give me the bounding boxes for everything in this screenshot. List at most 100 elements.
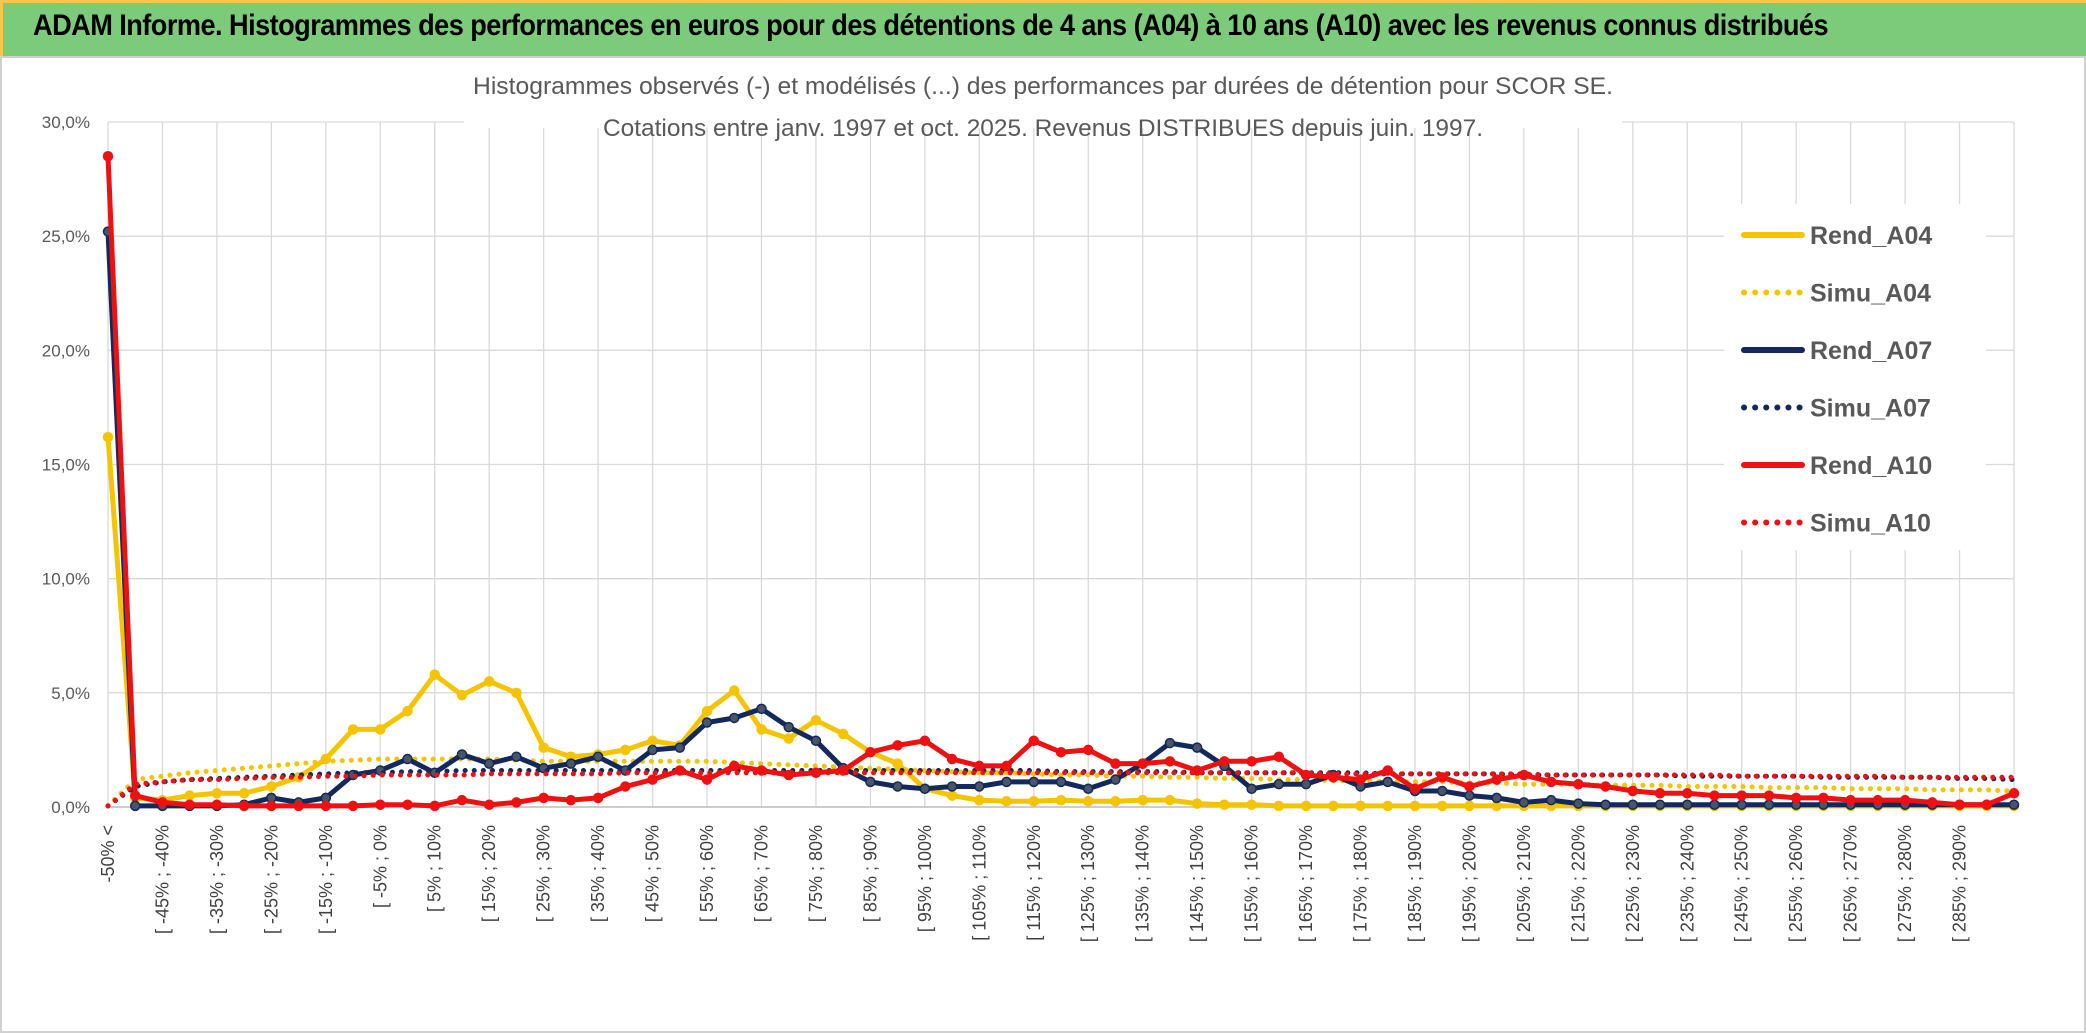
chart-grid [107, 121, 2015, 808]
x-tick-label: [ 85% ; 90% [860, 825, 880, 922]
data-point-rend_a10 [266, 800, 277, 812]
data-point-rend_a04 [1273, 800, 1285, 812]
x-tick-label: [ 45% ; 50% [643, 825, 663, 922]
data-point-rend_a10 [1899, 794, 1911, 806]
x-tick-label: [ 115% ; 120% [1024, 825, 1044, 941]
data-point-rend_a07 [1627, 799, 1639, 810]
data-point-rend_a10 [1845, 794, 1856, 806]
data-point-rend_a04 [1137, 794, 1148, 806]
chart-legend: Rend_A04 Simu_A04 Rend_A07 Simu_A07 Rend_A10… [1724, 204, 1986, 550]
data-point-rend_a10 [2008, 788, 2020, 799]
data-point-rend_a04 [647, 735, 658, 747]
data-point-rend_a10 [974, 760, 985, 772]
x-tick-label: [ 25% ; 30% [534, 825, 554, 922]
data-point-rend_a07 [1600, 799, 1611, 810]
x-tick-label: [ -15% ; -10% [316, 825, 336, 934]
data-point-rend_a04 [184, 790, 195, 801]
data-point-rend_a07 [946, 781, 958, 792]
data-point-rend_a07 [483, 758, 495, 769]
data-point-rend_a07 [865, 776, 876, 788]
data-point-rend_a04 [946, 790, 958, 801]
chart-frame: 0,0% 5,0% 10,0% 15,0% 20,0% 25,0% 30,0% -50% <… [0, 56, 2086, 1033]
data-point-rend_a07 [1382, 776, 1393, 788]
data-point-rend_a04 [974, 794, 985, 806]
data-point-rend_a07 [592, 751, 604, 763]
data-point-rend_a10 [1137, 758, 1148, 769]
data-point-rend_a07 [974, 781, 985, 792]
y-tick-label: 15,0% [42, 456, 90, 475]
data-point-rend_a10 [184, 799, 195, 810]
data-point-rend_a07 [1055, 776, 1067, 788]
data-point-rend_a07 [456, 749, 468, 760]
x-axis: -50% < [ -45% ; -40% [ -35% ; -30% [ -25% ;… [98, 806, 2014, 942]
data-point-rend_a10 [620, 781, 631, 792]
data-point-rend_a04 [347, 724, 359, 735]
data-point-rend_a04 [729, 685, 740, 696]
x-tick-label: [ 175% ; 180% [1351, 825, 1371, 942]
x-tick-label: [ 285% ; 290% [1950, 825, 1970, 942]
data-point-rend_a07 [1491, 792, 1502, 804]
x-tick-label: [ 205% ; 210% [1514, 825, 1534, 942]
data-point-rend_a10 [320, 800, 332, 812]
data-point-rend_a04 [837, 728, 849, 740]
data-point-rend_a07 [1464, 790, 1475, 801]
data-point-rend_a10 [1464, 781, 1475, 792]
data-point-rend_a10 [1654, 788, 1666, 799]
legend-label-simu_a04: Simu_A04 [1810, 280, 1931, 308]
data-point-rend_a10 [729, 760, 740, 772]
data-point-rend_a04 [701, 705, 713, 717]
x-tick-label: [ 5% ; 10% [425, 825, 445, 912]
data-point-rend_a07 [1682, 799, 1693, 810]
data-point-rend_a10 [293, 800, 304, 812]
chart-title: Histogrammes observés (-) et modélisés (… [473, 73, 1613, 100]
data-point-rend_a10 [1790, 792, 1802, 804]
x-tick-label: [ 185% ; 190% [1405, 825, 1425, 942]
data-point-rend_a07 [1545, 794, 1557, 806]
legend-label-rend_a07: Rend_A07 [1810, 337, 1932, 365]
x-tick-label: [ 245% ; 250% [1732, 825, 1752, 942]
data-point-rend_a04 [892, 758, 903, 769]
data-point-rend_a04 [375, 724, 386, 735]
data-point-rend_a07 [892, 781, 903, 792]
x-tick-label: [ 225% ; 230% [1623, 825, 1643, 942]
y-tick-label: 25,0% [42, 227, 90, 246]
data-point-rend_a07 [647, 744, 658, 756]
x-tick-label: [ -35% ; -30% [207, 825, 227, 934]
y-tick-label: 20,0% [42, 341, 90, 360]
data-point-rend_a10 [1110, 758, 1121, 769]
data-point-rend_a07 [783, 721, 794, 733]
x-tick-label: [ 135% ; 140% [1133, 825, 1153, 942]
data-point-rend_a10 [129, 790, 141, 801]
data-point-rend_a07 [565, 758, 577, 769]
data-point-rend_a10 [511, 797, 522, 808]
x-tick-label: [ 235% ; 240% [1677, 825, 1697, 942]
x-tick-label: [ 265% ; 270% [1841, 825, 1861, 942]
x-tick-label: [ 65% ; 70% [751, 825, 771, 922]
data-point-rend_a10 [1055, 746, 1067, 758]
x-tick-label: [ 35% ; 40% [588, 825, 608, 922]
data-point-rend_a04 [783, 733, 794, 744]
data-point-rend_a10 [1709, 790, 1720, 801]
data-point-rend_a04 [1219, 799, 1230, 810]
data-point-rend_a10 [1001, 760, 1012, 772]
x-tick-label: [ 125% ; 130% [1078, 825, 1098, 942]
y-axis: 0,0% 5,0% 10,0% 15,0% 20,0% 25,0% 30,0% [42, 113, 90, 817]
data-point-rend_a10 [1927, 797, 1938, 808]
x-tick-label: [ 75% ; 80% [806, 825, 826, 922]
data-point-rend_a10 [1763, 790, 1775, 801]
data-point-rend_a10 [375, 799, 386, 810]
x-tick-label: [ 105% ; 110% [969, 825, 989, 941]
data-point-rend_a04 [1409, 800, 1421, 812]
report-title: ADAM Informe. Histogrammes des performan… [33, 9, 1829, 42]
data-point-rend_a04 [1164, 794, 1176, 806]
data-point-rend_a07 [1164, 737, 1176, 749]
data-point-rend_a07 [1300, 778, 1312, 790]
x-tick-label: [ 145% ; 150% [1187, 825, 1207, 942]
data-point-rend_a07 [1028, 776, 1040, 788]
legend-label-simu_a10: Simu_A10 [1810, 510, 1931, 538]
data-point-rend_a04 [538, 742, 549, 753]
data-point-rend_a04 [238, 788, 250, 799]
data-point-rend_a10 [1246, 756, 1257, 767]
legend-background [1724, 204, 1986, 550]
data-point-rend_a04 [511, 687, 522, 699]
